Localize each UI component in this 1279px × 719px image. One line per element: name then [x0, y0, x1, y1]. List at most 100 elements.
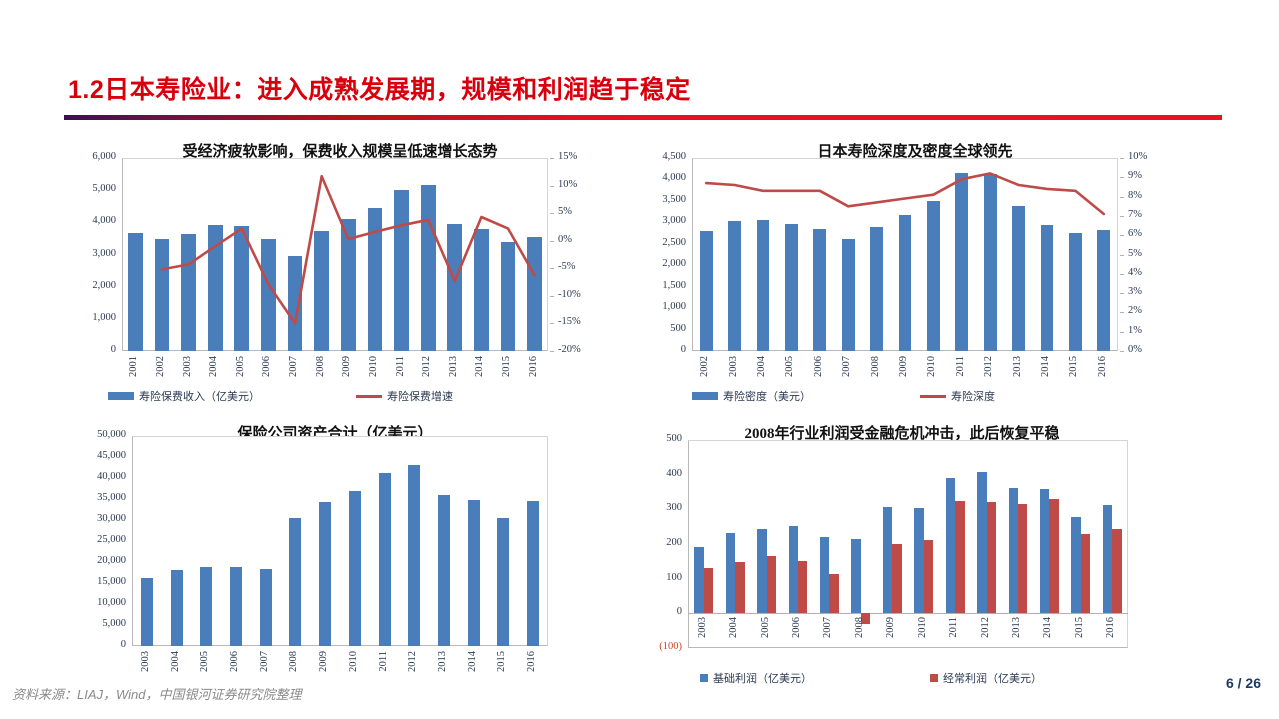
y2-axis-tick-label: 1%: [1128, 324, 1142, 336]
y2-axis-tick-mark: [1120, 293, 1124, 295]
x-axis-tick-label: 2002: [699, 356, 711, 377]
y2-axis-tick-mark: [550, 351, 554, 352]
x-axis-tick-label: 2010: [916, 617, 928, 639]
x-axis-tick-label: 2014: [474, 356, 486, 377]
y2-axis-tick-mark: [1120, 331, 1124, 333]
chart-title: 2008年行业利润受金融危机冲击，此后恢复平稳: [744, 426, 1060, 442]
bar-2016: [527, 500, 540, 646]
y-axis-tick-label: 500: [670, 322, 686, 334]
x-axis-tick-label: 2004: [169, 651, 181, 672]
y2-axis-tick-mark: [1120, 351, 1124, 352]
x-axis-tick-label: 2005: [234, 356, 246, 377]
bar-2014: [1040, 224, 1054, 351]
bar-2015: [1071, 516, 1081, 614]
bar-2012: [977, 472, 987, 614]
x-axis-tick-label: 2012: [421, 356, 433, 377]
bar-2014: [1040, 488, 1050, 614]
bar-2015: [1069, 233, 1082, 351]
y-axis-tick-label: 0: [676, 606, 682, 618]
x-axis-tick-label: 2005: [759, 617, 771, 639]
x-axis-tick-label: 2007: [288, 356, 300, 377]
x-axis-tick-label: 2004: [208, 356, 220, 377]
y-axis-tick-label: 4,000: [662, 172, 686, 184]
plot-area: [132, 436, 548, 646]
y-axis-tick-label: 5,000: [92, 183, 116, 195]
bar-2005: [785, 223, 798, 351]
bar-2007: [841, 239, 855, 351]
bar-2014: [474, 228, 489, 351]
bar-2003: [140, 578, 153, 646]
chart-industry-profit: 2008年行业利润受金融危机冲击，此后恢复平稳 500 400 300 200 100 0…: [630, 420, 1190, 690]
y2-axis-tick-label: -5%: [558, 261, 576, 273]
y-axis-tick-label: 0: [110, 344, 116, 355]
y2-axis-tick-mark: [1120, 158, 1124, 159]
bar-2003: [694, 546, 704, 614]
bar-2008: [860, 613, 871, 625]
line-series: [160, 174, 537, 325]
x-axis-tick-label: 2016: [526, 651, 538, 672]
bar-2013: [1018, 503, 1028, 614]
y2-axis-tick-label: 0%: [558, 233, 572, 245]
bar-2010: [923, 539, 934, 614]
bar-2013: [438, 495, 450, 646]
y2-axis-tick-label: 7%: [1128, 208, 1142, 220]
bar-2015: [1080, 534, 1091, 614]
legend-item-1: 寿险深度: [920, 388, 995, 404]
legend-swatch: [692, 392, 718, 400]
legend-label: 寿险保费增速: [387, 391, 453, 403]
x-axis-tick-label: 2005: [199, 651, 211, 672]
y-axis-tick-label: 2,000: [662, 258, 686, 270]
x-axis-tick-label: 2009: [341, 356, 353, 377]
x-axis-tick-label: 2004: [756, 356, 767, 377]
x-axis-tick-label: 2012: [407, 651, 419, 672]
bar-2011: [955, 173, 969, 351]
bar-2012: [983, 174, 997, 351]
y2-axis-tick-label: 5%: [1128, 247, 1142, 259]
source-note: 资料来源：LIAJ，Wind，中国银河证券研究院整理: [12, 687, 302, 702]
bar-2010: [367, 207, 383, 351]
legend-item-1: 寿险保费增速: [356, 388, 453, 404]
x-axis-tick-label: 2013: [1011, 356, 1023, 377]
x-axis-tick-label: 2003: [696, 617, 708, 639]
bar-2005: [234, 225, 250, 351]
y2-axis-tick-label: -20%: [558, 344, 581, 355]
chart-title: 日本寿险深度及密度全球领先: [817, 144, 1013, 160]
x-axis-tick-label: 2015: [1068, 356, 1080, 377]
bar-2004: [725, 533, 736, 614]
bar-2009: [340, 219, 356, 351]
bar-2002: [154, 239, 170, 351]
bar-2001: [127, 232, 143, 351]
chart-density-depth: 日本寿险深度及密度全球领先 4,500 4,000 3,500 3,000 2,500 2…: [630, 140, 1190, 410]
y2-axis-tick-label: -10%: [558, 288, 581, 300]
legend-item-0: 寿险保费收入（亿美元）: [108, 388, 260, 404]
x-axis-tick-label: 2007: [841, 356, 853, 377]
bar-2015: [500, 242, 516, 351]
bar-2006: [230, 567, 242, 646]
bar-2008: [851, 539, 861, 614]
y2-axis-tick-mark: [550, 268, 554, 270]
bar-2009: [319, 502, 332, 646]
x-axis-tick-label: 2008: [869, 356, 881, 377]
x-axis-tick-label: 2014: [1040, 356, 1051, 377]
x-axis-tick-label: 2011: [394, 356, 406, 377]
bar-2006: [261, 239, 276, 351]
bar-2016: [1097, 229, 1111, 351]
x-axis-tick-label: 2010: [347, 651, 359, 672]
x-axis-tick-label: 2009: [318, 651, 330, 672]
bar-2011: [378, 472, 391, 646]
y-axis-tick-label: 500: [666, 433, 682, 444]
y2-axis-tick-mark: [550, 213, 554, 215]
y2-axis-tick-label: -15%: [558, 316, 581, 328]
legend-swatch: [108, 392, 134, 400]
x-axis-tick-label: 2006: [261, 356, 273, 377]
x-axis-tick-label: 2010: [367, 356, 379, 377]
y2-axis-tick-label: 9%: [1128, 170, 1142, 182]
x-axis-tick-label: 2006: [812, 356, 824, 377]
x-axis-tick-label: 2003: [727, 356, 739, 377]
y2-axis-tick-label: 5%: [558, 206, 572, 218]
bar-2010: [927, 201, 940, 351]
y-axis-tick-label: 3,500: [662, 193, 686, 205]
page-number: 6 / 26: [1225, 675, 1261, 691]
y2-axis-tick-label: 15%: [558, 151, 578, 162]
page-title: 1.2日本寿险业：进入成熟发展期，规模和利润趋于稳定: [68, 76, 691, 104]
